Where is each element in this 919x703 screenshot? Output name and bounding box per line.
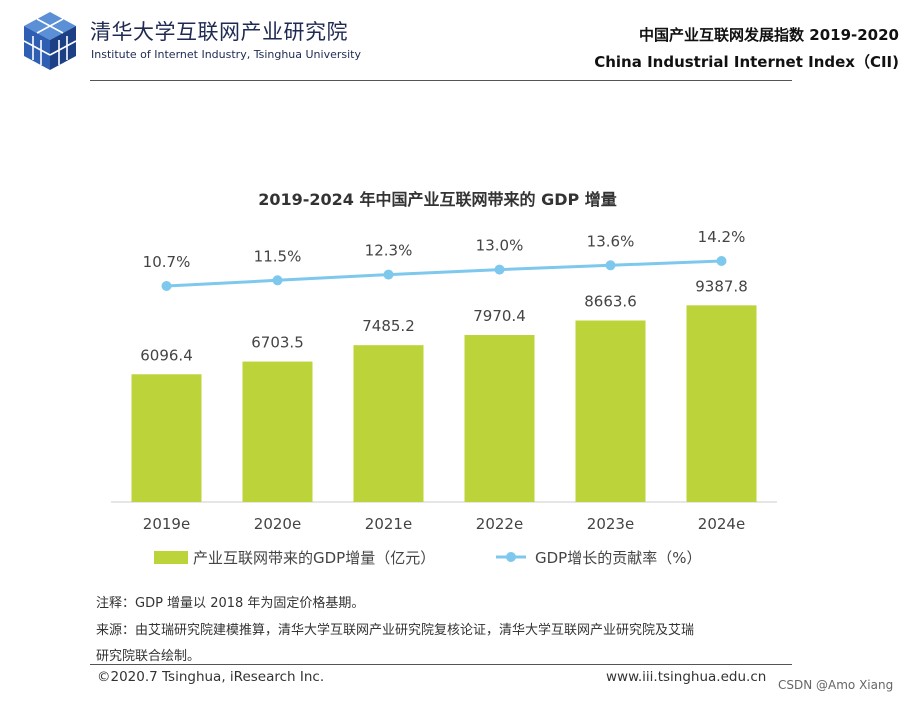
cube-logo-icon (23, 12, 77, 70)
line-point (272, 275, 283, 286)
report-title-cn: 中国产业互联网发展指数 2019-2020 (639, 26, 899, 44)
x-tick-label: 2021e (365, 515, 412, 533)
line-value-label: 10.7% (143, 253, 191, 271)
x-tick-label: 2020e (254, 515, 301, 533)
header-divider (90, 80, 792, 81)
line-point (716, 256, 727, 267)
legend-bar-swatch (154, 551, 188, 564)
bar (575, 320, 646, 502)
bar (353, 345, 424, 502)
contribution-line (166, 259, 722, 288)
legend-line-label: GDP增长的贡献率（%） (535, 549, 701, 567)
source-line-2: 研究院联合绘制。 (96, 649, 201, 664)
legend-bar-label: 产业互联网带来的GDP增量（亿元） (193, 549, 435, 567)
bar (242, 361, 313, 502)
website-link[interactable]: www.iii.tsinghua.edu.cn (606, 669, 767, 685)
bar-value-label: 9387.8 (695, 277, 748, 295)
line-point (605, 260, 616, 271)
bar-value-label: 7485.2 (362, 317, 415, 335)
institute-name-cn: 清华大学互联网产业研究院 (90, 20, 348, 44)
chart-title: 2019-2024 年中国产业互联网带来的 GDP 增量 (258, 190, 617, 209)
bar (686, 305, 757, 502)
legend-line-marker (506, 552, 516, 562)
line-value-label: 13.6% (587, 232, 635, 250)
line-value-label: 11.5% (254, 247, 302, 265)
line-value-label: 12.3% (365, 242, 413, 260)
report-title-en: China Industrial Internet Index（CII) (594, 53, 899, 71)
line-point (383, 269, 394, 280)
bar (131, 374, 202, 502)
line-point (161, 281, 172, 291)
chart-note: 注释：GDP 增量以 2018 年为固定价格基期。 (96, 596, 365, 611)
x-tick-label: 2024e (698, 515, 745, 533)
line-value-label: 13.0% (476, 237, 524, 255)
source-line-1: 来源：由艾瑞研究院建模推算，清华大学互联网产业研究院复核论证，清华大学互联网产业… (96, 623, 695, 638)
watermark: CSDN @Amo Xiang (778, 678, 894, 692)
bar-value-label: 6096.4 (140, 346, 193, 364)
bar-value-label: 8663.6 (584, 292, 637, 310)
x-tick-label: 2022e (476, 515, 523, 533)
copyright: ©2020.7 Tsinghua, iResearch Inc. (97, 669, 325, 685)
line-value-label: 14.2% (698, 228, 746, 246)
bar-value-label: 7970.4 (473, 307, 526, 325)
x-tick-label: 2023e (587, 515, 634, 533)
gdp-chart: 6096.4 2019e 6703.5 2020e 7485.2 2021e 7970.4 2… (111, 228, 777, 567)
x-tick-label: 2019e (143, 515, 190, 533)
institute-name-en: Institute of Internet Industry, Tsinghua… (91, 48, 361, 61)
footer-divider (90, 664, 792, 665)
bar-value-label: 6703.5 (251, 334, 304, 352)
bar (464, 335, 535, 502)
line-point (494, 264, 505, 275)
